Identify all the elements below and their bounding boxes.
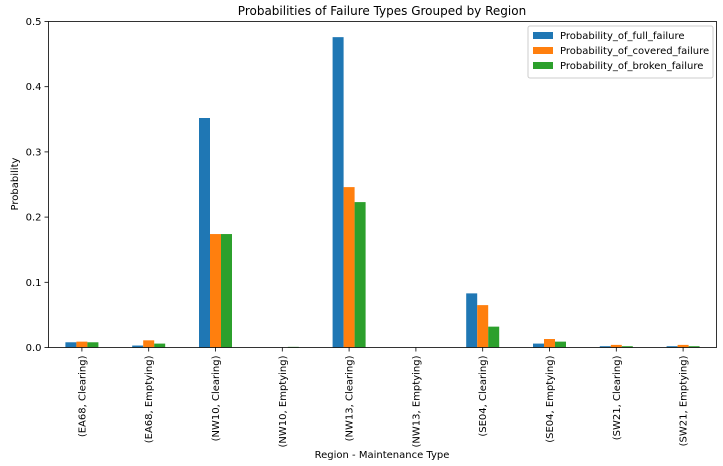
x-tick-label: (NW13, Emptying) bbox=[411, 355, 422, 447]
y-tick-label: 0.3 bbox=[26, 147, 42, 158]
bar-3-1 bbox=[87, 342, 99, 348]
x-tick-label: (NW10, Emptying) bbox=[278, 355, 289, 447]
bar-3-10 bbox=[688, 346, 700, 348]
x-axis: (EA68, Clearing) (EA68, Emptying) (NW10, C… bbox=[77, 347, 690, 447]
bar-2-9 bbox=[610, 344, 622, 348]
bar-2-8 bbox=[544, 339, 555, 348]
x-axis-label: Region - Maintenance Type bbox=[315, 450, 450, 461]
bar-1-5 bbox=[332, 37, 344, 348]
bar-3-5 bbox=[354, 202, 366, 348]
x-tick-label: (EA68, Emptying) bbox=[144, 355, 155, 443]
y-axis-label: Probability bbox=[10, 157, 21, 210]
x-tick-label: (EA68, Clearing) bbox=[77, 355, 88, 437]
bar-3-8 bbox=[555, 341, 566, 348]
x-tick-label: (SE04, Clearing) bbox=[478, 355, 489, 436]
bar-1-7 bbox=[466, 293, 478, 348]
bar-2-5 bbox=[343, 187, 355, 348]
x-tick-label: (SW21, Emptying) bbox=[679, 355, 690, 446]
bar-3-9 bbox=[621, 346, 633, 348]
y-axis: 0.0 0.1 0.2 0.3 0.4 0.5 bbox=[26, 17, 49, 354]
x-tick-label: (NW10, Clearing) bbox=[211, 355, 222, 441]
bar-1-3 bbox=[199, 118, 210, 348]
legend-label-3: Probability_of_broken_failure bbox=[560, 61, 703, 72]
legend: Probability_of_full_failure Probability_o… bbox=[527, 25, 714, 79]
bar-2-3 bbox=[210, 234, 221, 348]
bar-2-7 bbox=[477, 305, 489, 348]
plot-frame bbox=[48, 21, 717, 348]
bar-1-10 bbox=[666, 346, 678, 348]
y-tick-label: 0.5 bbox=[26, 17, 42, 28]
bar-1-2 bbox=[132, 345, 144, 348]
legend-swatch-3 bbox=[533, 62, 553, 69]
y-tick-label: 0.0 bbox=[26, 343, 42, 354]
bar-3-3 bbox=[221, 234, 232, 348]
bar-2-10 bbox=[677, 344, 689, 348]
legend-label-2: Probability_of_covered_failure bbox=[560, 46, 709, 57]
bar-3-2 bbox=[154, 343, 166, 348]
bar-1-1 bbox=[65, 342, 77, 348]
y-tick-label: 0.2 bbox=[26, 213, 42, 224]
bars-layer bbox=[65, 37, 700, 348]
legend-label-1: Probability_of_full_failure bbox=[560, 31, 685, 42]
legend-swatch-2 bbox=[533, 47, 553, 54]
bar-1-9 bbox=[599, 346, 611, 348]
bar-2-1 bbox=[76, 341, 88, 348]
legend-frame bbox=[527, 25, 714, 79]
bar-1-8 bbox=[533, 343, 544, 348]
x-tick-label: (NW13, Clearing) bbox=[345, 355, 356, 441]
x-tick-label: (SE04, Emptying) bbox=[545, 355, 556, 442]
chart-title: Probabilities of Failure Types Grouped b… bbox=[238, 4, 526, 18]
bar-2-2 bbox=[143, 340, 155, 348]
y-tick-label: 0.4 bbox=[26, 82, 42, 93]
x-tick-label: (SW21, Clearing) bbox=[612, 355, 623, 440]
legend-swatch-1 bbox=[533, 32, 553, 39]
bar-3-7 bbox=[488, 326, 500, 348]
y-tick-label: 0.1 bbox=[26, 278, 42, 289]
